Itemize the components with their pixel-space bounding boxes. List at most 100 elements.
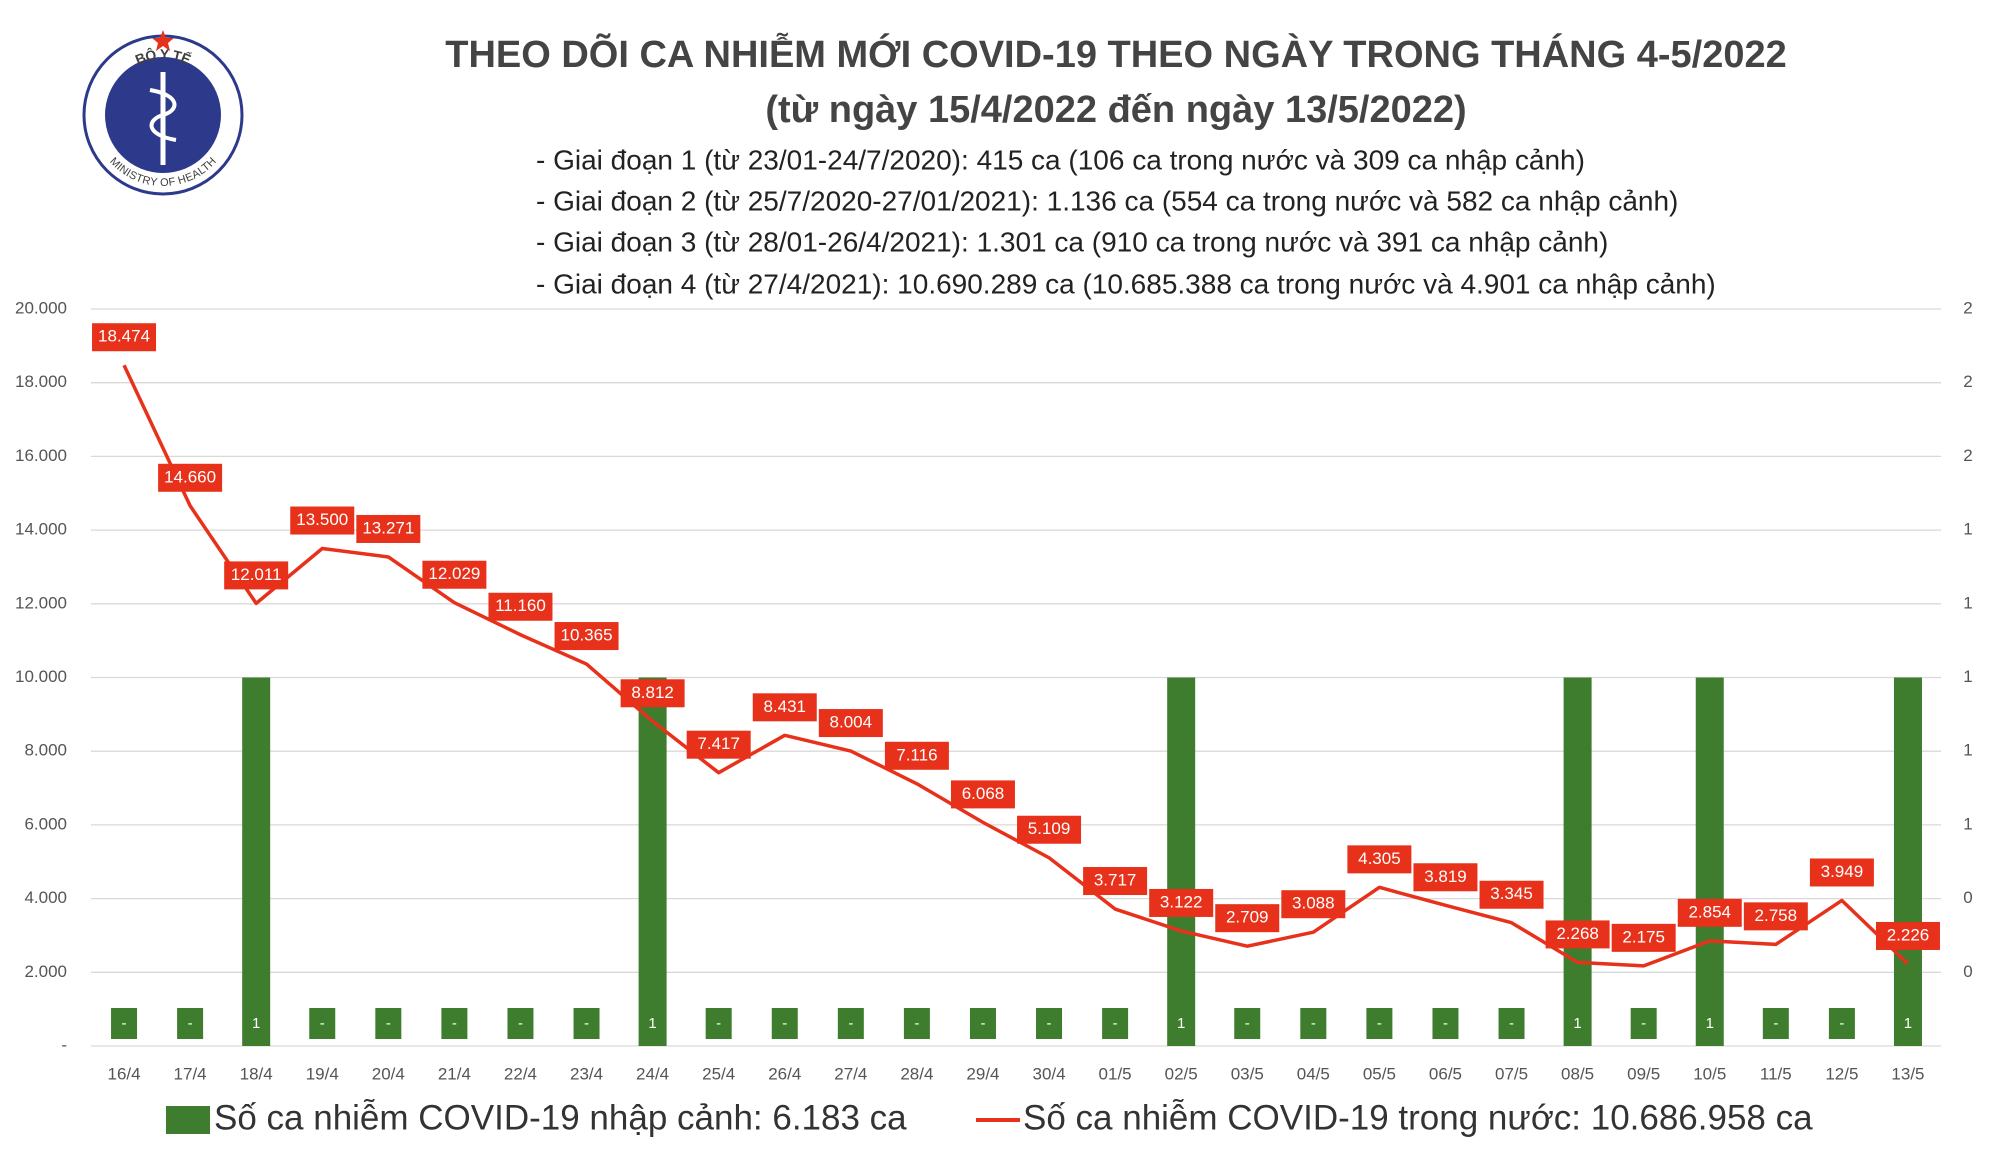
bar-label-box bbox=[1564, 1008, 1591, 1039]
bar-label: 1 bbox=[1904, 1015, 1912, 1032]
bar-label: - bbox=[188, 1015, 193, 1032]
x-tick-label: 25/4 bbox=[702, 1064, 735, 1083]
x-tick-label: 04/5 bbox=[1297, 1064, 1330, 1083]
x-tick-label: 11/5 bbox=[1760, 1064, 1792, 1083]
value-label-box bbox=[1083, 867, 1148, 896]
bar-label-box bbox=[1630, 1008, 1657, 1039]
value-label-box bbox=[1479, 880, 1544, 909]
x-tick-label: 30/4 bbox=[1032, 1064, 1065, 1083]
bar-label: 1 bbox=[252, 1015, 260, 1032]
bar-label: - bbox=[716, 1015, 721, 1032]
value-label: 3.949 bbox=[1821, 862, 1864, 881]
value-label: 2.175 bbox=[1622, 927, 1665, 946]
bar-label: - bbox=[914, 1015, 919, 1032]
x-tick-label: 06/5 bbox=[1429, 1064, 1462, 1083]
value-label-box bbox=[686, 730, 751, 759]
bar-label-box bbox=[837, 1008, 864, 1039]
value-label-box bbox=[818, 709, 883, 738]
bar-label-box bbox=[375, 1008, 402, 1039]
logo-top-text: BỘ Y TẾ bbox=[133, 45, 194, 67]
value-label-box bbox=[554, 622, 619, 651]
bar bbox=[1695, 677, 1724, 1046]
x-tick-label: 12/5 bbox=[1825, 1064, 1858, 1083]
value-label: 7.417 bbox=[697, 734, 740, 753]
note: - Giai đoạn 3 (từ 28/01-26/4/2021): 1.30… bbox=[536, 226, 1608, 257]
bar-label: - bbox=[848, 1015, 853, 1032]
value-label: 11.160 bbox=[495, 596, 546, 615]
x-tick-label: 26/4 bbox=[768, 1064, 801, 1083]
bar-label: - bbox=[386, 1015, 391, 1032]
value-label: 2.758 bbox=[1755, 906, 1798, 925]
bar-label-box bbox=[1762, 1008, 1789, 1039]
x-tick-label: 01/5 bbox=[1099, 1064, 1132, 1083]
bar-label-box bbox=[771, 1008, 798, 1039]
value-label: 6.068 bbox=[962, 784, 1005, 803]
bar-label-box bbox=[1366, 1008, 1393, 1039]
chart-subtitle: (từ ngày 15/4/2022 đến ngày 13/5/2022) bbox=[765, 89, 1466, 131]
value-label: 3.345 bbox=[1490, 884, 1533, 903]
value-label: 14.660 bbox=[164, 467, 216, 486]
bar-label-box bbox=[1696, 1008, 1723, 1039]
y-tick-label: 16.000 bbox=[15, 446, 67, 465]
y-tick-label: - bbox=[61, 1035, 67, 1054]
value-label: 3.819 bbox=[1424, 867, 1467, 886]
value-label: 5.109 bbox=[1028, 819, 1071, 838]
y2-tick-label: 1 bbox=[1963, 667, 1972, 686]
bar-label-box bbox=[903, 1008, 930, 1039]
bar-label-box bbox=[1894, 1008, 1921, 1039]
x-tick-label: 19/4 bbox=[306, 1064, 339, 1083]
logo-top-text-path: BỘ Y TẾ bbox=[133, 45, 194, 67]
y2-tick-label: 1 bbox=[1963, 741, 1972, 760]
bar-label-box bbox=[1432, 1008, 1459, 1039]
value-label-box bbox=[158, 463, 223, 492]
y2-tick-label: 0 bbox=[1963, 962, 1972, 981]
note: - Giai đoạn 2 (từ 25/7/2020-27/01/2021):… bbox=[536, 185, 1678, 216]
value-label-box bbox=[1281, 890, 1346, 919]
y2-tick-label: 0 bbox=[1963, 888, 1972, 907]
bar-label: - bbox=[1377, 1015, 1382, 1032]
value-label-box bbox=[1017, 815, 1082, 844]
bar-label: - bbox=[1311, 1015, 1316, 1032]
x-tick-label: 13/5 bbox=[1891, 1064, 1924, 1083]
y2-tick-label: 2 bbox=[1963, 446, 1972, 465]
y2-tick-label: 2 bbox=[1963, 298, 1972, 317]
x-tick-label: 02/5 bbox=[1165, 1064, 1198, 1083]
x-tick-label: 08/5 bbox=[1561, 1064, 1594, 1083]
bar-label: 1 bbox=[1573, 1015, 1581, 1032]
y2-tick-label: 1 bbox=[1963, 593, 1972, 612]
y2-tick-label: 1 bbox=[1963, 520, 1972, 539]
value-label-box bbox=[1347, 845, 1412, 874]
x-tick-label: 23/4 bbox=[570, 1064, 603, 1083]
legend-label: Số ca nhiễm COVID-19 trong nước: 10.686.… bbox=[1023, 1098, 1813, 1137]
logo: BỘ Y TẾ MINISTRY OF HEALTH bbox=[82, 30, 244, 196]
chart-title: THEO DÕI CA NHIỄM MỚI COVID-19 THEO NGÀY… bbox=[445, 32, 1787, 76]
bar-label: 1 bbox=[648, 1015, 656, 1032]
bar-label: - bbox=[980, 1015, 985, 1032]
x-tick-label: 05/5 bbox=[1363, 1064, 1396, 1083]
x-tick-label: 10/5 bbox=[1693, 1064, 1726, 1083]
bar bbox=[1893, 677, 1922, 1046]
bar bbox=[242, 677, 271, 1046]
bar-label: 1 bbox=[1706, 1015, 1714, 1032]
bar-label: - bbox=[1839, 1015, 1844, 1032]
bar-label-box bbox=[1168, 1008, 1195, 1039]
bar-label: - bbox=[1773, 1015, 1778, 1032]
y2-tick-label: 2 bbox=[1963, 372, 1972, 391]
bar-label-box bbox=[705, 1008, 732, 1039]
bar-label-box bbox=[1498, 1008, 1525, 1039]
x-tick-label: 20/4 bbox=[372, 1064, 405, 1083]
value-label: 12.029 bbox=[428, 564, 480, 583]
bar-label: - bbox=[1641, 1015, 1646, 1032]
value-label-box bbox=[290, 506, 355, 535]
value-label-box bbox=[620, 679, 685, 708]
bar-label: - bbox=[518, 1015, 523, 1032]
bar-label-box bbox=[969, 1008, 996, 1039]
legend-swatch bbox=[166, 1106, 210, 1134]
x-tick-label: 29/4 bbox=[966, 1064, 999, 1083]
value-label-box bbox=[422, 560, 487, 589]
value-label: 2.226 bbox=[1887, 925, 1930, 944]
y-tick-label: 2.000 bbox=[24, 962, 67, 981]
bar-label-box bbox=[1234, 1008, 1261, 1039]
bar-label: - bbox=[584, 1015, 589, 1032]
value-label-box bbox=[1545, 920, 1610, 949]
